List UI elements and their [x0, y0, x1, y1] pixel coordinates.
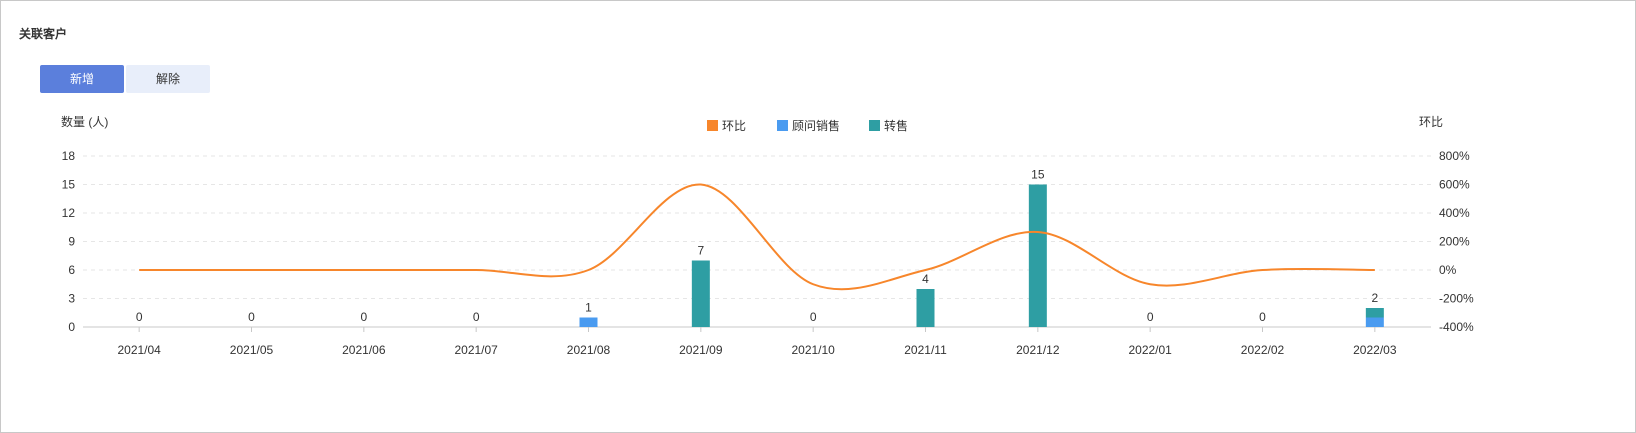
y-left-tick: 6 — [68, 263, 75, 277]
bar-total-label: 4 — [922, 272, 929, 286]
bar-total-label: 0 — [360, 310, 367, 324]
y-left-tick: 18 — [62, 149, 76, 163]
y-axis-left-label: 数量 (人) — [61, 114, 108, 129]
remove-button[interactable]: 解除 — [126, 65, 210, 93]
x-tick-label: 2021/10 — [791, 343, 835, 357]
bar-total-label: 0 — [248, 310, 255, 324]
y-right-tick: -400% — [1439, 320, 1474, 334]
bar-total-label: 0 — [810, 310, 817, 324]
x-tick-label: 2022/01 — [1128, 343, 1172, 357]
y-right-tick: 0% — [1439, 263, 1457, 277]
y-left-tick: 9 — [68, 235, 75, 249]
data-labels: 0 0 0 0 1 7 0 4 15 0 0 2 — [136, 168, 1379, 325]
bar-resale — [916, 289, 935, 327]
x-tick-label: 2021/04 — [117, 343, 161, 357]
y-right-tick: 400% — [1439, 206, 1470, 220]
bar-total-label: 0 — [473, 310, 480, 324]
x-tick-label: 2021/12 — [1016, 343, 1060, 357]
section-title: 关联客户 — [19, 27, 68, 41]
x-tick-label: 2021/05 — [230, 343, 274, 357]
y-axis-right-label: 环比 — [1419, 115, 1443, 129]
y-right-tick: 600% — [1439, 178, 1470, 192]
bar-total-label: 1 — [585, 301, 592, 315]
x-tick-label: 2022/02 — [1241, 343, 1285, 357]
y-left-tick: 12 — [62, 206, 76, 220]
add-button[interactable]: 新增 — [40, 65, 124, 93]
legend-label: 转售 — [884, 118, 908, 133]
bar-total-label: 0 — [1147, 310, 1154, 324]
y-left-tick: 0 — [68, 320, 75, 334]
x-tick-label: 2021/09 — [679, 343, 723, 357]
legend-swatch — [777, 120, 788, 131]
x-tick-label: 2021/06 — [342, 343, 386, 357]
bar-resale — [1365, 308, 1384, 318]
y-left-tick: 3 — [68, 292, 75, 306]
bar-total-label: 7 — [697, 244, 704, 258]
bar-resale — [1028, 184, 1047, 327]
x-tick-label: 2021/08 — [567, 343, 611, 357]
bar-total-label: 2 — [1371, 291, 1378, 305]
x-tick-label: 2021/11 — [904, 343, 947, 357]
y-right-tick: 200% — [1439, 235, 1470, 249]
x-tick-label: 2021/07 — [454, 343, 498, 357]
bar-advisor-sales — [579, 317, 598, 327]
y-left-tick: 15 — [62, 178, 76, 192]
bar-resale — [691, 260, 710, 327]
grid-lines — [83, 155, 1431, 299]
bar-total-label: 0 — [1259, 310, 1266, 324]
mom-line-path — [139, 183, 1375, 291]
y-right-tick: -200% — [1439, 292, 1474, 306]
legend: 环比 顾问销售 转售 — [707, 118, 908, 133]
bars — [579, 184, 1384, 327]
legend-swatch — [707, 120, 718, 131]
legend-label: 顾问销售 — [792, 118, 840, 133]
bar-total-label: 0 — [136, 310, 143, 324]
legend-swatch — [869, 120, 880, 131]
y-right-tick: 800% — [1439, 149, 1470, 163]
x-tick-label: 2022/03 — [1353, 343, 1397, 357]
bar-advisor-sales — [1365, 317, 1384, 327]
bar-total-label: 15 — [1031, 168, 1045, 182]
legend-label: 环比 — [722, 119, 746, 133]
mom-line — [139, 183, 1375, 291]
